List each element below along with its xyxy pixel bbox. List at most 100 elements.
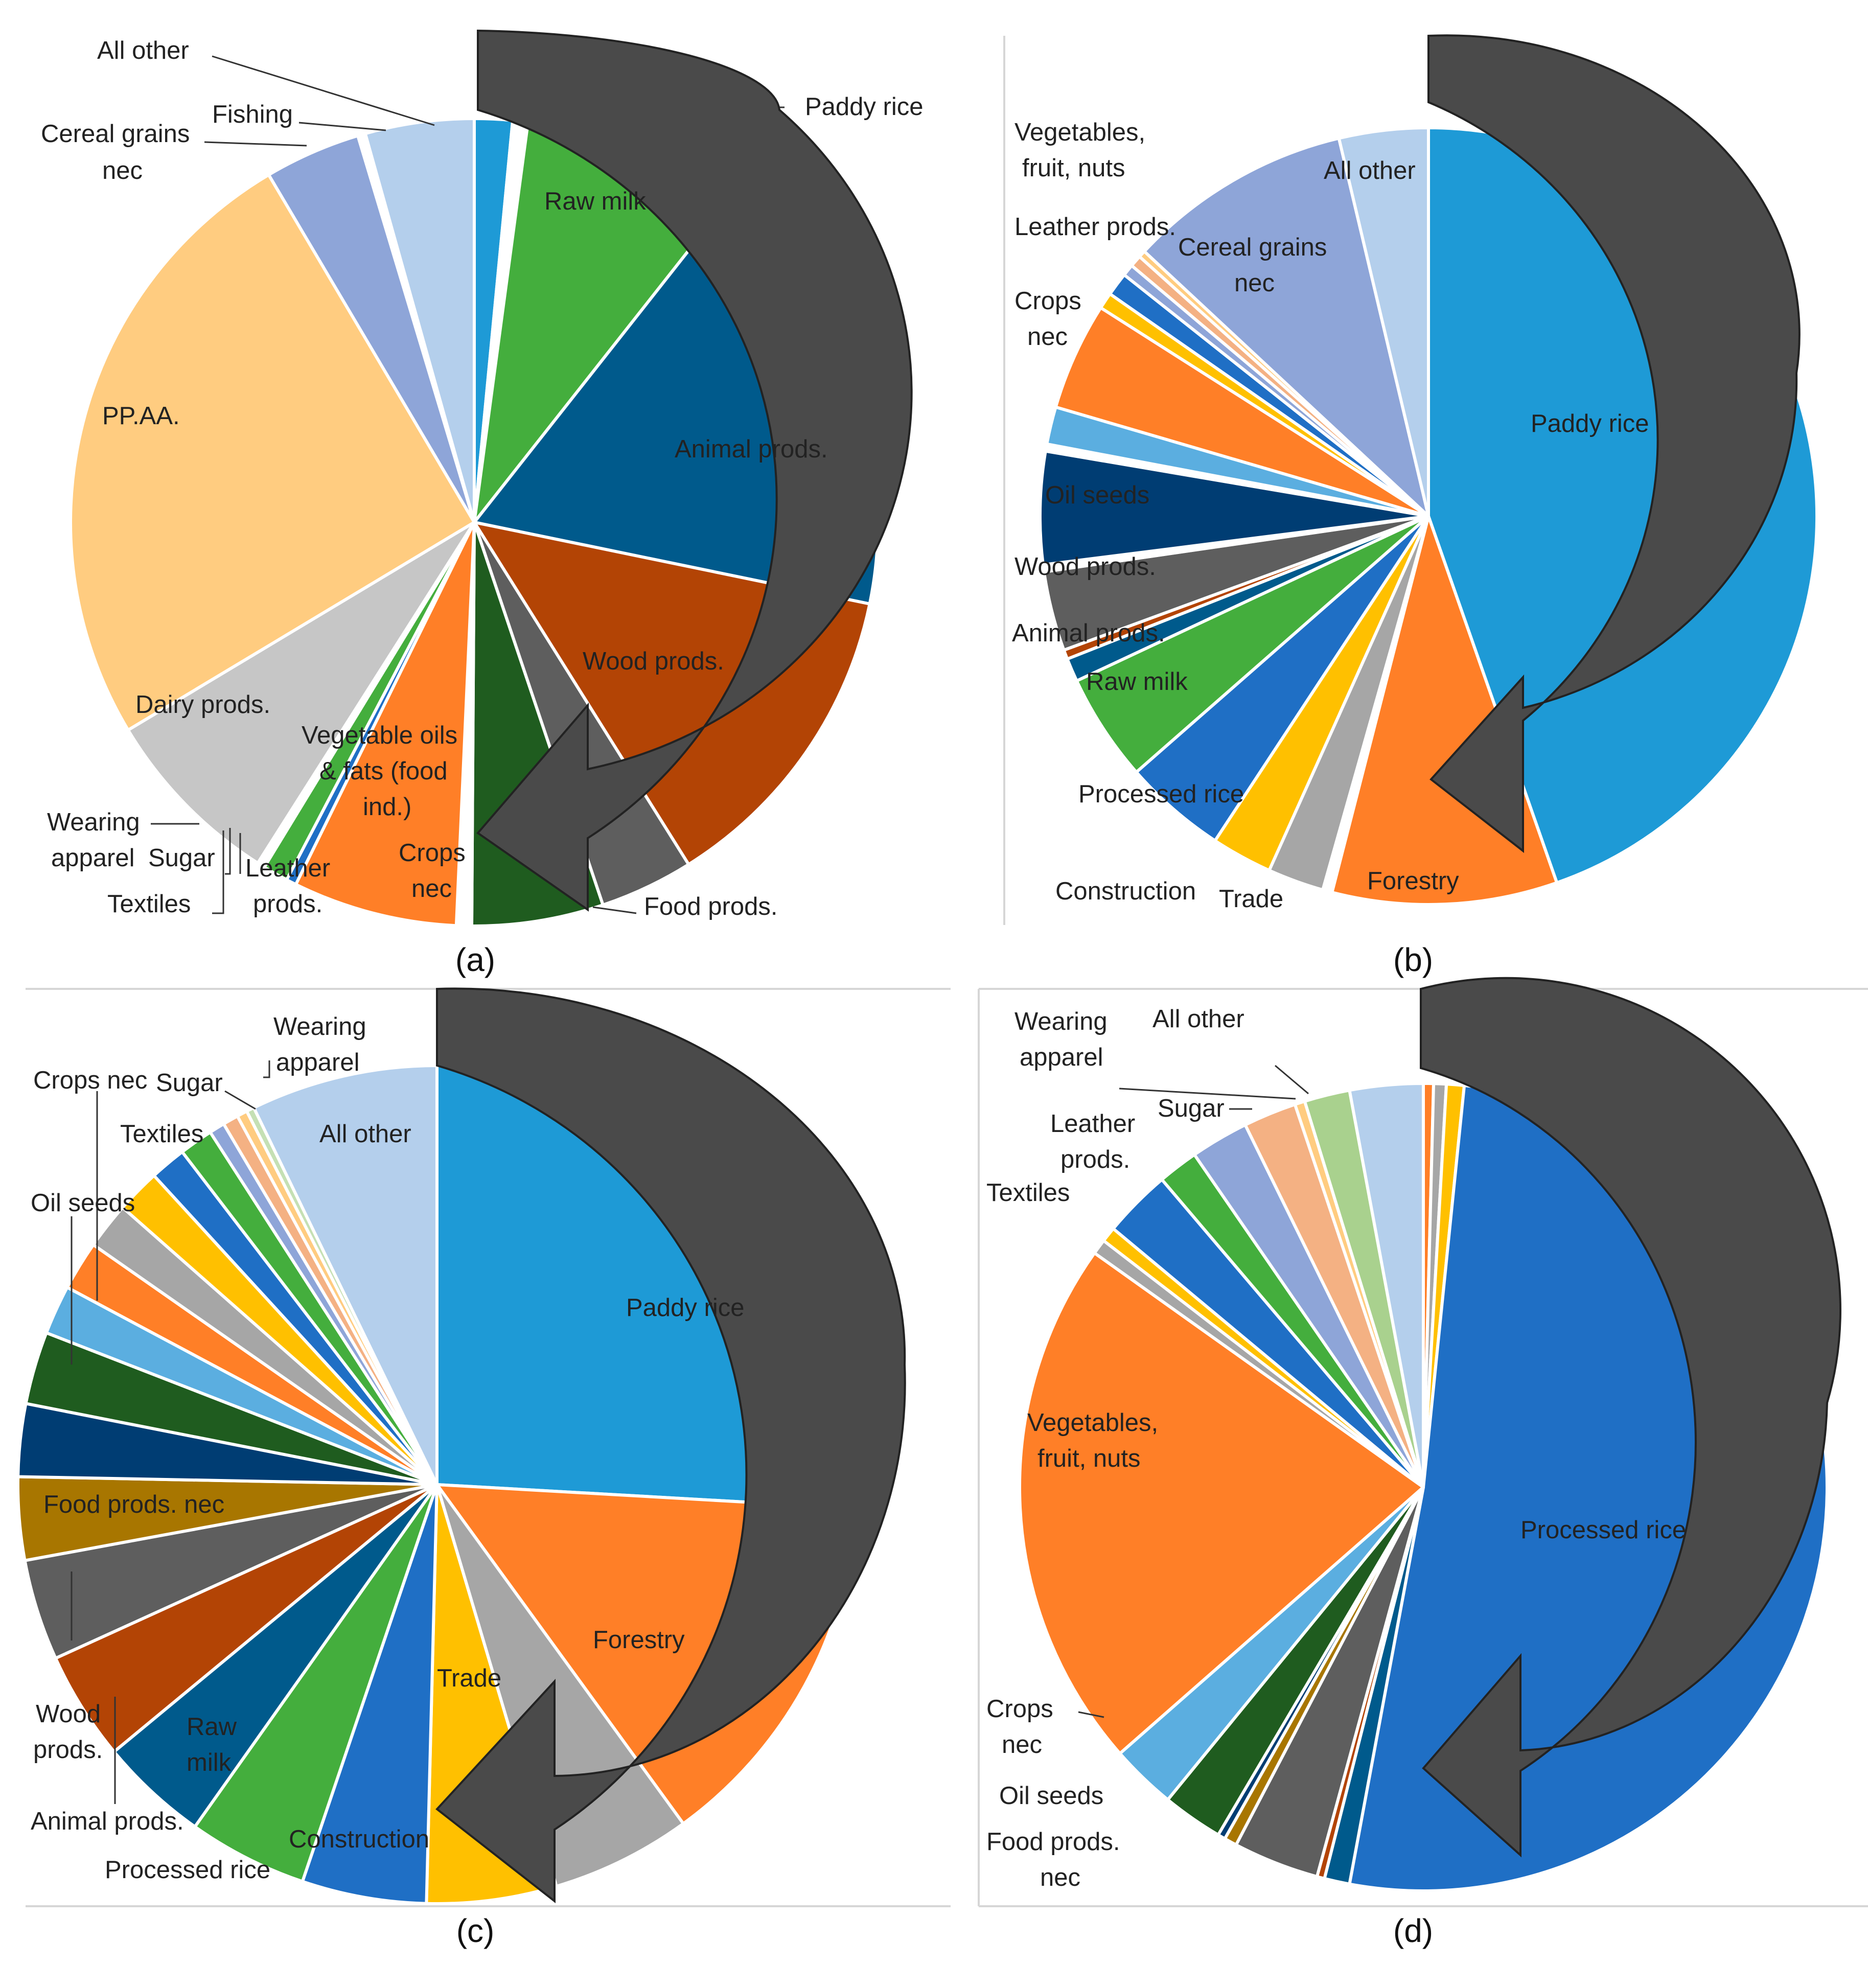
label-c-raw-milk-2: milk bbox=[187, 1749, 232, 1776]
pie-chart-c bbox=[16, 1064, 858, 1905]
label-a-dairy-prods: Dairy prods. bbox=[135, 691, 270, 719]
label-b-leather-prods: Leather prods. bbox=[1014, 213, 1176, 241]
label-b-vegetables-1: Vegetables, bbox=[1014, 119, 1145, 146]
pie-slice-c-22-all-other bbox=[252, 1064, 439, 1486]
pie-slice-c-5-raw-milk bbox=[193, 1483, 439, 1883]
label-b-vegetables-2: fruit, nuts bbox=[1022, 154, 1125, 182]
panel-label-b: (b) bbox=[1393, 941, 1433, 978]
label-c-paddy-rice: Paddy rice bbox=[626, 1294, 745, 1322]
panel-label-c: (c) bbox=[456, 1912, 495, 1949]
label-d-textiles: Textiles bbox=[986, 1179, 1070, 1207]
label-d-all-other: All other bbox=[1152, 1005, 1244, 1033]
labels-panel-d: Wearing apparel All other Sugar Leather … bbox=[986, 1005, 1686, 1891]
arrow-d bbox=[1420, 977, 1841, 1858]
label-a-wearing-1: Wearing bbox=[47, 808, 140, 836]
label-a-sugar: Sugar bbox=[148, 844, 215, 872]
leader-a-fishing bbox=[298, 122, 386, 131]
label-b-forestry: Forestry bbox=[1367, 867, 1459, 895]
label-d-wearing-1: Wearing bbox=[1014, 1008, 1108, 1035]
label-c-raw-milk-1: Raw bbox=[187, 1713, 237, 1741]
label-c-sugar: Sugar bbox=[156, 1069, 223, 1097]
label-a-veg-oils-2: & fats (food bbox=[319, 757, 448, 785]
pie-slice-b-11-oil-seeds bbox=[1039, 449, 1430, 567]
label-d-food-prods-2: nec bbox=[1040, 1864, 1080, 1891]
label-b-wood-prods: Wood prods. bbox=[1014, 553, 1156, 581]
label-b-cereal-1: Cereal grains bbox=[1178, 234, 1327, 261]
labels-panel-a: All other Fishing Cereal grains nec Padd… bbox=[41, 37, 924, 920]
label-d-leather-2: prods. bbox=[1060, 1146, 1130, 1173]
label-b-construction: Construction bbox=[1055, 877, 1196, 905]
pie-slice-c-7-wood-prods bbox=[54, 1483, 439, 1753]
arrow-b bbox=[1427, 34, 1801, 853]
label-b-processed-rice: Processed rice bbox=[1078, 780, 1244, 808]
pie-slice-c-8-food-prods-nec bbox=[23, 1483, 439, 1660]
label-a-food-prods: Food prods. bbox=[644, 893, 778, 920]
label-c-forestry: Forestry bbox=[593, 1626, 685, 1654]
label-a-veg-oils-3: ind.) bbox=[363, 793, 411, 821]
label-c-crops-nec: Crops nec bbox=[33, 1067, 147, 1094]
panel-label-a: (a) bbox=[455, 941, 495, 978]
label-a-wood-prods: Wood prods. bbox=[583, 648, 724, 675]
label-d-processed-rice: Processed rice bbox=[1520, 1516, 1686, 1544]
label-c-processed-rice: Processed rice bbox=[105, 1856, 270, 1884]
leader-d-all-other bbox=[1275, 1065, 1309, 1095]
label-a-textiles: Textiles bbox=[107, 890, 191, 918]
leader-a-sugar bbox=[225, 828, 231, 875]
arrow-c bbox=[435, 987, 906, 1904]
labels-panel-b: Vegetables, fruit, nuts All other Leathe… bbox=[1012, 119, 1649, 913]
pie-slice-c-2-trade bbox=[435, 1483, 685, 1888]
label-c-wood-1: Wood bbox=[36, 1700, 101, 1728]
label-b-crops-2: nec bbox=[1027, 323, 1068, 351]
label-d-leather-1: Leather bbox=[1050, 1110, 1135, 1138]
label-a-all-other: All other bbox=[97, 37, 189, 64]
pie-slice-b-6-raw-milk bbox=[1075, 515, 1430, 774]
leader-c-wearing-apparel bbox=[263, 1060, 270, 1078]
pie-slice-d-11-vegetables-fruit-nuts bbox=[1018, 1251, 1425, 1755]
arrow-a bbox=[476, 29, 913, 912]
leader-a-all-other bbox=[212, 55, 435, 126]
leader-d-crops-nec bbox=[1078, 1711, 1104, 1718]
label-d-sugar: Sugar bbox=[1158, 1095, 1225, 1122]
label-b-cereal-2: nec bbox=[1234, 269, 1275, 297]
pie-slice-d-20-all-other bbox=[1348, 1082, 1425, 1489]
label-c-construction: Construction bbox=[289, 1825, 429, 1853]
leader-d-wearing-apparel bbox=[1119, 1088, 1296, 1100]
label-d-food-prods-1: Food prods. bbox=[986, 1828, 1120, 1856]
pie-slice-a-16-all-other bbox=[363, 117, 476, 524]
label-c-textiles: Textiles bbox=[120, 1120, 203, 1148]
label-c-trade: Trade bbox=[437, 1665, 501, 1692]
label-a-fishing: Fishing bbox=[212, 101, 293, 128]
label-b-oil-seeds: Oil seeds bbox=[1045, 481, 1149, 509]
label-b-crops-1: Crops bbox=[1014, 287, 1081, 315]
label-a-crops-nec-1: Crops bbox=[399, 839, 466, 867]
pie-slice-a-13-pp-aa bbox=[69, 173, 476, 732]
label-d-crops-1: Crops bbox=[986, 1695, 1053, 1723]
label-a-animal-prods: Animal prods. bbox=[675, 435, 828, 463]
label-b-animal-prods: Animal prods. bbox=[1012, 619, 1165, 647]
pie-slice-c-4-processed-rice bbox=[301, 1483, 439, 1905]
leader-a-cereal-grains bbox=[204, 141, 307, 147]
labels-panel-c: Wearing apparel Crops nec Sugar Textiles… bbox=[31, 1013, 745, 1884]
direction-arrows bbox=[435, 29, 1841, 1904]
label-c-wearing-1: Wearing bbox=[273, 1013, 366, 1041]
label-d-crops-2: nec bbox=[1002, 1731, 1042, 1759]
label-b-trade: Trade bbox=[1219, 885, 1283, 913]
label-d-vegetables-1: Vegetables, bbox=[1027, 1409, 1158, 1437]
label-a-leather-1: Leather bbox=[245, 854, 330, 882]
label-a-ppaa: PP.AA. bbox=[102, 402, 180, 430]
label-d-wearing-2: apparel bbox=[1020, 1044, 1103, 1071]
leader-c-sugar bbox=[224, 1090, 256, 1110]
label-a-paddy-rice: Paddy rice bbox=[805, 93, 924, 121]
label-c-wearing-2: apparel bbox=[276, 1049, 359, 1076]
pie-slice-a-8-leather-prods bbox=[294, 521, 476, 928]
pie-slice-b-5-processed-rice bbox=[1135, 515, 1430, 842]
label-c-animal-prods: Animal prods. bbox=[31, 1808, 184, 1835]
label-d-oil-seeds: Oil seeds bbox=[999, 1782, 1103, 1810]
pie-slice-b-21-all-other bbox=[1337, 126, 1430, 518]
pie-slice-a-12-dairy-prods bbox=[126, 521, 476, 865]
pie-slice-a-14-cereal-grains-nec bbox=[267, 134, 476, 524]
label-b-raw-milk: Raw milk bbox=[1086, 668, 1188, 696]
label-b-all-other: All other bbox=[1324, 157, 1416, 184]
label-c-food-prods-nec: Food prods. nec bbox=[43, 1491, 224, 1518]
